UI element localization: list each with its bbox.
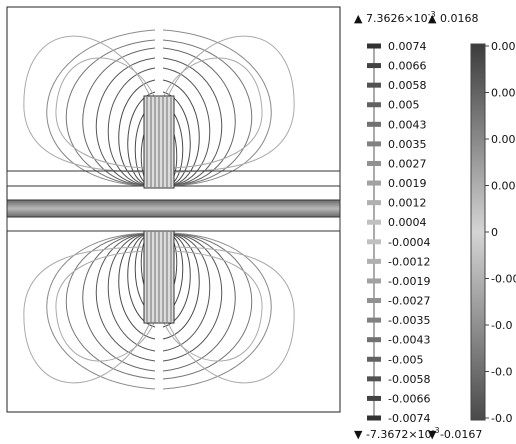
contour-tick-label: 0.0058: [388, 79, 427, 92]
contour-tick-label: 0.005: [388, 99, 420, 112]
contour-legend-swatch: [367, 219, 381, 225]
contour-legend-swatch: [367, 102, 381, 108]
contour-legend-swatch: [367, 356, 381, 362]
lower-contour-line: [162, 232, 272, 390]
surface-tick-label: -0.00: [491, 273, 516, 286]
contour-legend-swatch: [367, 415, 381, 421]
surface-tick-label: 0.00: [491, 40, 516, 53]
contour-legend-swatch: [367, 121, 381, 127]
upper-contour-line: [162, 29, 272, 187]
contour-tick-label: -0.0066: [388, 392, 430, 405]
contour-legend-swatch: [367, 43, 381, 49]
contour-max-label: ▲ 7.3626×10-3: [354, 10, 436, 25]
contour-legend-swatch: [367, 376, 381, 382]
upper-contour-line: [162, 67, 211, 187]
pole-hatching: [146, 97, 172, 322]
lower-contour-line: [65, 232, 156, 380]
contour-tick-label: 0.0019: [388, 177, 427, 190]
surface-tick-label: 0.00: [491, 87, 516, 100]
contour-legend-swatch: [367, 395, 381, 401]
contour-legend-swatch: [367, 298, 381, 304]
upper-contour-line: [118, 79, 156, 187]
upper-contour-line: [107, 67, 156, 187]
contour-tick-label: 0.0012: [388, 197, 427, 210]
upper-contour-line: [46, 29, 156, 187]
contour-legend-swatch: [367, 63, 381, 69]
outer-loop-lr: [167, 246, 295, 384]
lower-contour-line: [107, 232, 156, 352]
upper-contour-line: [162, 39, 253, 187]
contour-min-label: ▼ -7.3672×10-3: [354, 426, 440, 441]
mid-loop-ur: [163, 57, 263, 169]
surface-tick-label: -0.0: [491, 412, 512, 425]
outer-loop-ll: [23, 246, 151, 384]
contour-legend-swatch: [367, 180, 381, 186]
surface-tick-label: 0: [491, 226, 498, 239]
surface-min-label: ▼ -0.0167: [428, 428, 482, 441]
contour-tick-label: -0.0027: [388, 295, 430, 308]
lower-contour-line: [162, 232, 211, 352]
contour-tick-label: 0.0074: [388, 40, 427, 53]
contour-tick-label: 0.0035: [388, 138, 427, 151]
surface-max-label: ▲ 0.0168: [428, 12, 478, 25]
contour-legend-swatch: [367, 82, 381, 88]
contour-legend: ▲ 7.3626×10-3 0.00740.00660.00580.0050.0…: [354, 10, 440, 441]
contour-tick-label: 0.0066: [388, 60, 427, 73]
surface-tick-label: 0.00: [491, 133, 516, 146]
surface-tick-label: -0.0: [491, 319, 512, 332]
contour-tick-label: -0.0074: [388, 412, 430, 425]
contour-tick-label: -0.0012: [388, 255, 430, 268]
contour-tick-label: -0.0004: [388, 236, 430, 249]
contour-legend-swatch: [367, 200, 381, 206]
contour-tick-label: -0.0019: [388, 275, 430, 288]
contour-legend-swatch: [367, 317, 381, 323]
surface-tick-label: -0.0: [491, 366, 512, 379]
contour-legend-swatch: [367, 337, 381, 343]
lower-contour-line: [46, 232, 156, 390]
conductor-band: [6, 199, 341, 218]
contour-tick-label: 0.0004: [388, 216, 427, 229]
contour-tick-label: -0.0043: [388, 334, 430, 347]
contour-tick-label: 0.0027: [388, 157, 427, 170]
contour-legend-swatch: [367, 258, 381, 264]
surface-legend-ticks: 0.00 0.00 0.00 0.00 0 -0.00 -0.0 -0.0 -0.0: [485, 40, 516, 425]
lower-contour-line: [162, 232, 200, 340]
contour-legend-swatch: [367, 160, 381, 166]
lower-contour-line: [118, 232, 156, 340]
contour-tick-label: -0.005: [388, 353, 423, 366]
mid-loop-ul: [55, 57, 155, 169]
mid-loop-lr: [163, 250, 263, 362]
outer-loop-ur: [167, 35, 295, 173]
surface-tick-label: 0.00: [491, 180, 516, 193]
mid-loop-ll: [55, 250, 155, 362]
contour-tick-label: -0.0035: [388, 314, 430, 327]
upper-contour-line: [162, 79, 200, 187]
outer-loop-ul: [23, 35, 151, 173]
contour-tick-label: -0.0058: [388, 373, 430, 386]
contour-legend-swatch: [367, 239, 381, 245]
contour-legend-ticks: 0.0074 0.0066 0.0058 0.005 0.0043 0.0035 0.002…: [367, 40, 430, 425]
lower-contour-line: [162, 232, 253, 380]
contour-legend-swatch: [367, 141, 381, 147]
contour-legend-swatch: [367, 278, 381, 284]
surface-colorbar: [470, 43, 486, 421]
upper-contour-line: [65, 39, 156, 187]
contour-plot: [6, 6, 341, 413]
surface-legend: ▲ 0.0168 0.00 0.00 0.00 0.00 0 -0.00 -0.0 -0.0 -…: [428, 12, 516, 441]
contour-tick-label: 0.0043: [388, 118, 427, 131]
